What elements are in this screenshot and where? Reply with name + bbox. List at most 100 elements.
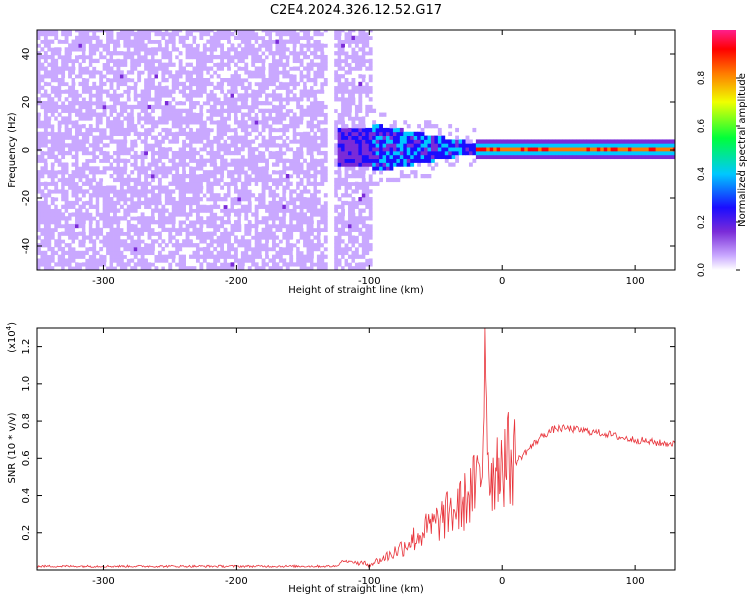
heatmap-cell <box>95 143 100 148</box>
heatmap-cell <box>144 177 148 183</box>
heatmap-cell <box>123 227 128 232</box>
heatmap-cell <box>209 223 214 229</box>
heatmap-cell <box>223 200 228 206</box>
heatmap-cell <box>95 262 100 267</box>
heatmap-cell <box>227 127 231 133</box>
heatmap-cell <box>199 166 204 171</box>
heatmap-cell <box>209 266 214 270</box>
heatmap-cell <box>61 30 66 33</box>
heatmap-cell <box>258 66 263 71</box>
heatmap-cell <box>178 62 183 67</box>
heatmap-cell <box>202 31 207 37</box>
heatmap-cell <box>268 66 273 71</box>
heatmap-cell <box>43 143 48 148</box>
heatmap-cell <box>50 212 55 217</box>
heatmap-cell <box>310 81 314 87</box>
heatmap-cell <box>227 97 231 102</box>
heatmap-cell <box>47 89 52 94</box>
heatmap-cell <box>140 47 145 52</box>
heatmap-cell <box>296 51 301 56</box>
heatmap-cell <box>313 147 318 152</box>
heatmap-cell <box>299 58 304 64</box>
heatmap-cell <box>192 227 197 232</box>
heatmap-cell <box>282 243 287 248</box>
heatmap-cell <box>116 262 121 267</box>
heatmap-cell <box>351 220 356 225</box>
heatmap-cell <box>316 243 321 248</box>
heatmap-cell <box>113 250 117 256</box>
heatmap-cell <box>199 120 204 125</box>
heatmap-cell <box>223 131 228 136</box>
heatmap-cell <box>233 170 238 175</box>
heatmap-cell <box>195 139 200 144</box>
heatmap-cell <box>192 223 197 229</box>
heatmap-cell <box>78 62 83 67</box>
heatmap-cell <box>323 246 328 252</box>
heatmap-cell <box>43 258 48 263</box>
heatmap-cell <box>344 200 349 206</box>
heatmap-cell <box>306 54 311 60</box>
heatmap-cell <box>282 235 287 240</box>
heatmap-cell <box>320 43 325 48</box>
heatmap-cell <box>227 131 231 136</box>
heatmap-cell <box>223 239 228 244</box>
heatmap-cell <box>240 124 245 129</box>
heatmap-cell <box>282 104 287 110</box>
heatmap-cell <box>406 154 411 160</box>
heatmap-cell <box>123 101 128 106</box>
heatmap-cell <box>85 74 90 79</box>
heatmap-cell <box>126 254 131 259</box>
heatmap-cell <box>57 104 62 110</box>
heatmap-cell <box>365 197 370 202</box>
heatmap-cell <box>88 51 93 56</box>
heatmap-cell <box>102 104 107 110</box>
heatmap-cell <box>351 189 356 194</box>
heatmap-cell <box>109 220 114 225</box>
heatmap-cell <box>68 204 72 209</box>
heatmap-cell <box>199 35 204 40</box>
heatmap-cell <box>99 258 104 263</box>
heatmap-cell <box>354 104 359 110</box>
heatmap-cell <box>95 112 100 117</box>
heatmap-cell <box>116 74 121 79</box>
heatmap-cell <box>95 166 100 171</box>
heatmap-cell <box>182 135 187 140</box>
heatmap-cell <box>195 200 200 206</box>
heatmap-cell <box>424 150 428 156</box>
heatmap-cell <box>240 62 245 67</box>
heatmap-cell <box>64 108 69 113</box>
heatmap-cell <box>230 162 235 167</box>
heatmap-cell <box>299 162 304 167</box>
heatmap-cell <box>85 235 90 240</box>
heatmap-cell <box>171 154 176 160</box>
heatmap-cell <box>365 216 370 221</box>
heatmap-cell <box>209 235 214 240</box>
heatmap-cell <box>237 262 242 267</box>
heatmap-cell <box>368 135 373 140</box>
heatmap-cell <box>313 135 318 140</box>
heatmap-cell <box>258 39 263 44</box>
heatmap-cell <box>310 204 314 209</box>
heatmap-cell <box>251 216 256 221</box>
heatmap-cell <box>341 66 345 71</box>
heatmap-cell <box>361 220 366 225</box>
heatmap-cell <box>144 189 148 194</box>
heatmap-cell <box>261 35 266 40</box>
heatmap-cell <box>268 93 273 98</box>
heatmap-cell <box>334 108 339 113</box>
heatmap-cell <box>351 223 356 229</box>
heatmap-cell <box>299 200 304 206</box>
heatmap-cell <box>406 143 411 148</box>
heatmap-cell <box>220 135 225 140</box>
heatmap-cell <box>61 104 66 110</box>
heatmap-cell <box>40 150 45 156</box>
heatmap-cell <box>99 112 104 117</box>
heatmap-cell <box>341 154 345 160</box>
heatmap-cell <box>71 85 76 90</box>
heatmap-cell <box>157 39 162 44</box>
heatmap-cell <box>182 200 187 206</box>
heatmap-cell <box>299 43 304 48</box>
heatmap-cell <box>396 162 401 167</box>
heatmap-cell <box>61 139 66 144</box>
heatmap-cell <box>92 212 97 217</box>
